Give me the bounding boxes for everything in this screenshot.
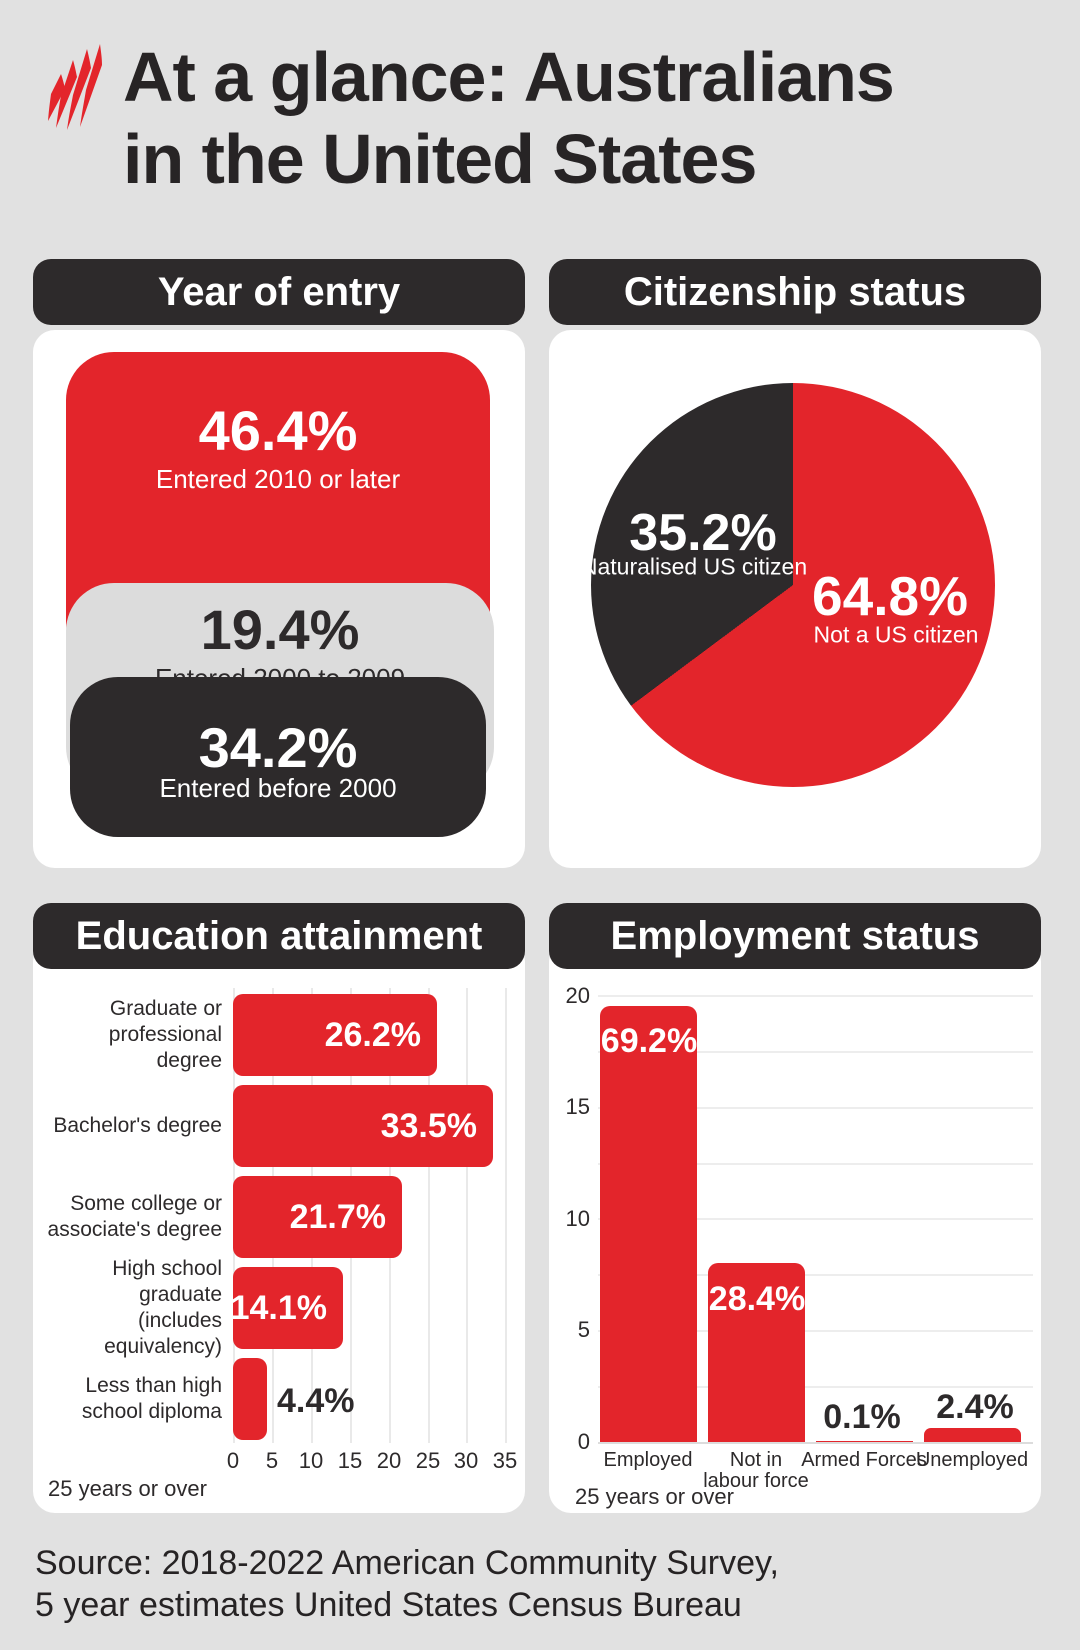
education-x-tick: 30 <box>453 1448 479 1473</box>
education-category-label: Bachelor's degree <box>40 1085 222 1167</box>
education-category-label: High school graduate (includes equivalen… <box>40 1257 222 1358</box>
education-category-label: Graduate or professional degree <box>40 994 222 1076</box>
panel-header-year-of-entry: Year of entry <box>33 259 525 325</box>
education-bar-some-college: 21.7% <box>233 1176 402 1258</box>
employment-gridline <box>598 1218 1033 1220</box>
employment-category-line: Unemployed <box>915 1449 1029 1471</box>
education-bar-high-school: 14.1% <box>230 1267 343 1349</box>
education-category-line: associate's degree <box>47 1218 222 1241</box>
education-category-line: school diploma <box>81 1400 222 1423</box>
education-category-label: Less than high school diploma <box>40 1358 222 1440</box>
education-category-line: Less than high <box>85 1374 222 1397</box>
employment-category-line: Not in <box>729 1449 783 1471</box>
education-x-tick: 25 <box>415 1448 441 1473</box>
employment-y-tick: 20 <box>565 983 590 1008</box>
pie-value-not-citizen: 64.8% <box>812 565 968 627</box>
education-bar-value: 14.1% <box>230 1288 327 1327</box>
panel-title-employment: Employment status <box>610 913 980 958</box>
panel-header-citizenship: Citizenship status <box>549 259 1041 325</box>
education-x-tick: 5 <box>265 1448 279 1473</box>
employment-bar-value: 69.2% <box>600 1022 698 1060</box>
education-x-tick: 0 <box>226 1448 240 1473</box>
year-block-before-2000: 34.2% Entered before 2000 <box>70 677 486 837</box>
year-block-label: Entered 2010 or later <box>155 464 401 494</box>
education-category-label: Some college or associate's degree <box>40 1176 222 1258</box>
employment-footnote: 25 years or over <box>575 1484 734 1509</box>
education-bar-graduate: 26.2% <box>233 994 437 1076</box>
year-block-value: 19.4% <box>200 598 360 661</box>
employment-gridline <box>598 1330 1033 1332</box>
employment-y-tick: 15 <box>565 1094 590 1119</box>
education-footnote: 25 years or over <box>48 1476 207 1501</box>
employment-y-tick: 5 <box>577 1317 590 1342</box>
education-x-tick: 15 <box>337 1448 363 1473</box>
education-bar-value-outside: 4.4% <box>277 1382 355 1420</box>
employment-y-tick: 0 <box>577 1429 590 1454</box>
panel-title-year-of-entry: Year of entry <box>157 269 401 314</box>
employment-category-label: Not in labour force <box>681 1450 831 1492</box>
employment-gridline <box>598 1051 1033 1053</box>
sbs-logo-icon <box>48 44 102 130</box>
education-category-line: Graduate or <box>109 997 222 1020</box>
education-category-line: professional degree <box>108 1023 222 1072</box>
education-bar-value: 33.5% <box>380 1106 477 1145</box>
employment-axis-baseline <box>598 1442 1033 1444</box>
pie-value-naturalised: 35.2% <box>629 504 777 562</box>
citizenship-pie-chart <box>591 383 995 787</box>
employment-gridline <box>598 1274 1033 1276</box>
education-category-line: High school graduate <box>112 1257 222 1306</box>
employment-category-label: Employed <box>573 1450 723 1471</box>
employment-category-line: Armed Forces <box>801 1449 927 1471</box>
education-category-line: Bachelor's degree <box>53 1114 222 1137</box>
employment-bar-value: 2.4% <box>936 1388 1014 1426</box>
employment-gridline <box>598 1163 1033 1165</box>
pie-label-not-citizen: Not a US citizen <box>813 621 979 648</box>
employment-bar-unemployed <box>924 1428 1021 1442</box>
education-x-tick: 35 <box>492 1448 518 1473</box>
education-x-tick: 10 <box>298 1448 324 1473</box>
employment-category-line: labour force <box>703 1470 809 1492</box>
education-bar-bachelor: 33.5% <box>233 1085 493 1167</box>
education-category-line: Some college or <box>70 1192 222 1215</box>
employment-bar-employed <box>600 1006 697 1442</box>
employment-gridline <box>598 995 1033 997</box>
panel-header-employment: Employment status <box>549 903 1041 969</box>
year-block-value: 34.2% <box>198 716 358 779</box>
year-block-value: 46.4% <box>198 399 358 462</box>
source-line1: Source: 2018-2022 American Community Sur… <box>35 1544 779 1582</box>
employment-category-label: Armed Forces <box>789 1450 939 1471</box>
employment-bar-not-in-labour-force <box>708 1263 805 1442</box>
education-x-tick: 20 <box>376 1448 402 1473</box>
education-gridline <box>428 988 430 1443</box>
employment-category-label: Unemployed <box>897 1450 1047 1471</box>
page-title-line1: At a glance: Australians <box>123 38 895 116</box>
panel-title-education: Education attainment <box>75 913 483 958</box>
education-gridline <box>505 988 507 1443</box>
education-bar-value: 21.7% <box>289 1197 386 1236</box>
employment-bar-value: 0.1% <box>823 1398 901 1436</box>
panel-header-education: Education attainment <box>33 903 525 969</box>
education-gridline <box>466 988 468 1443</box>
year-block-label: Entered before 2000 <box>159 773 397 803</box>
employment-bar-value: 28.4% <box>708 1280 806 1318</box>
employment-gridline <box>598 1386 1033 1388</box>
source-line2: 5 year estimates United States Census Bu… <box>35 1586 742 1624</box>
employment-gridline <box>598 1107 1033 1109</box>
education-category-line: (includes equivalency) <box>104 1309 222 1358</box>
education-bar-value: 26.2% <box>324 1015 421 1054</box>
page-title-line2: in the United States <box>123 120 757 198</box>
panel-title-citizenship: Citizenship status <box>623 269 967 314</box>
employment-bar-armed-forces <box>816 1441 913 1442</box>
pie-label-naturalised: Naturalised US citizen <box>580 553 808 580</box>
education-bar-less-than-hs <box>233 1358 267 1440</box>
employment-category-line: Employed <box>603 1449 693 1471</box>
employment-y-tick: 10 <box>565 1206 590 1231</box>
page-title: At a glance: Australians in the United S… <box>123 36 895 200</box>
